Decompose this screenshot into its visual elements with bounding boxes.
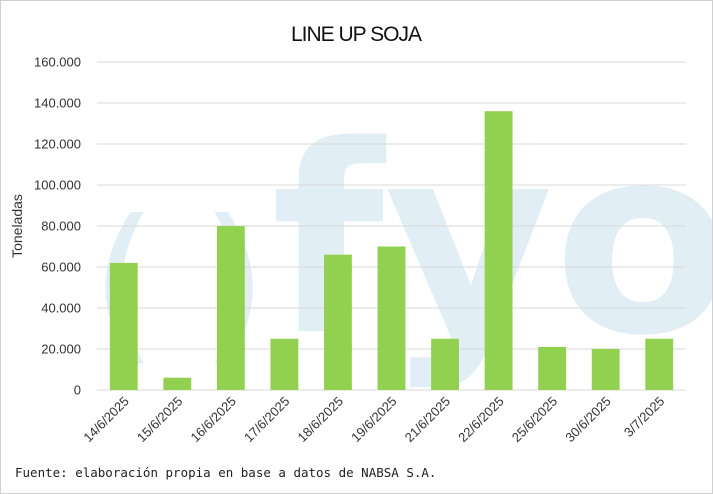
bar (377, 246, 406, 390)
bar (324, 254, 352, 390)
x-tick-label: 3/7/2025 (621, 394, 667, 440)
y-tick-label: 140.000 (34, 96, 81, 111)
bars (109, 111, 674, 390)
x-axis-ticks: 14/6/2025 15/6/2025 16/6/2025 17/6/2025 18/6… (80, 394, 667, 446)
x-tick-label: 14/6/2025 (80, 394, 132, 446)
x-tick-label: 17/6/2025 (241, 394, 293, 446)
bar (484, 111, 513, 390)
bar (431, 338, 459, 390)
x-tick-label: 30/6/2025 (562, 394, 614, 446)
y-tick-label: 160.000 (34, 55, 81, 70)
bar (538, 346, 567, 390)
y-tick-label: 20.000 (41, 342, 81, 357)
x-tick-label: 18/6/2025 (295, 394, 347, 446)
x-tick-label: 22/6/2025 (455, 394, 507, 446)
y-tick-label: 0 (74, 383, 81, 398)
chart-title: LINE UP SOJA (291, 23, 422, 46)
x-tick-label: 19/6/2025 (348, 394, 400, 446)
y-tick-label: 120.000 (34, 137, 81, 152)
bar (109, 262, 138, 390)
x-tick-label: 15/6/2025 (134, 394, 186, 446)
bar (163, 377, 192, 390)
x-tick-label: 16/6/2025 (187, 394, 239, 446)
y-axis-ticks: 0 20.000 40.000 60.000 80.000 100.000 120.000 1… (34, 55, 81, 398)
x-tick-label: 21/6/2025 (402, 394, 454, 446)
x-tick-label: 25/6/2025 (509, 394, 561, 446)
y-tick-label: 100.000 (34, 178, 81, 193)
source-note: Fuente: elaboración propia en base a dat… (15, 465, 436, 480)
y-axis-label: Toneladas (9, 194, 25, 258)
y-tick-label: 40.000 (41, 301, 81, 316)
bar (645, 338, 674, 390)
bar (591, 349, 620, 390)
y-tick-label: 60.000 (41, 260, 81, 275)
bar (216, 226, 245, 390)
y-tick-label: 80.000 (41, 219, 81, 234)
bar (270, 338, 299, 390)
